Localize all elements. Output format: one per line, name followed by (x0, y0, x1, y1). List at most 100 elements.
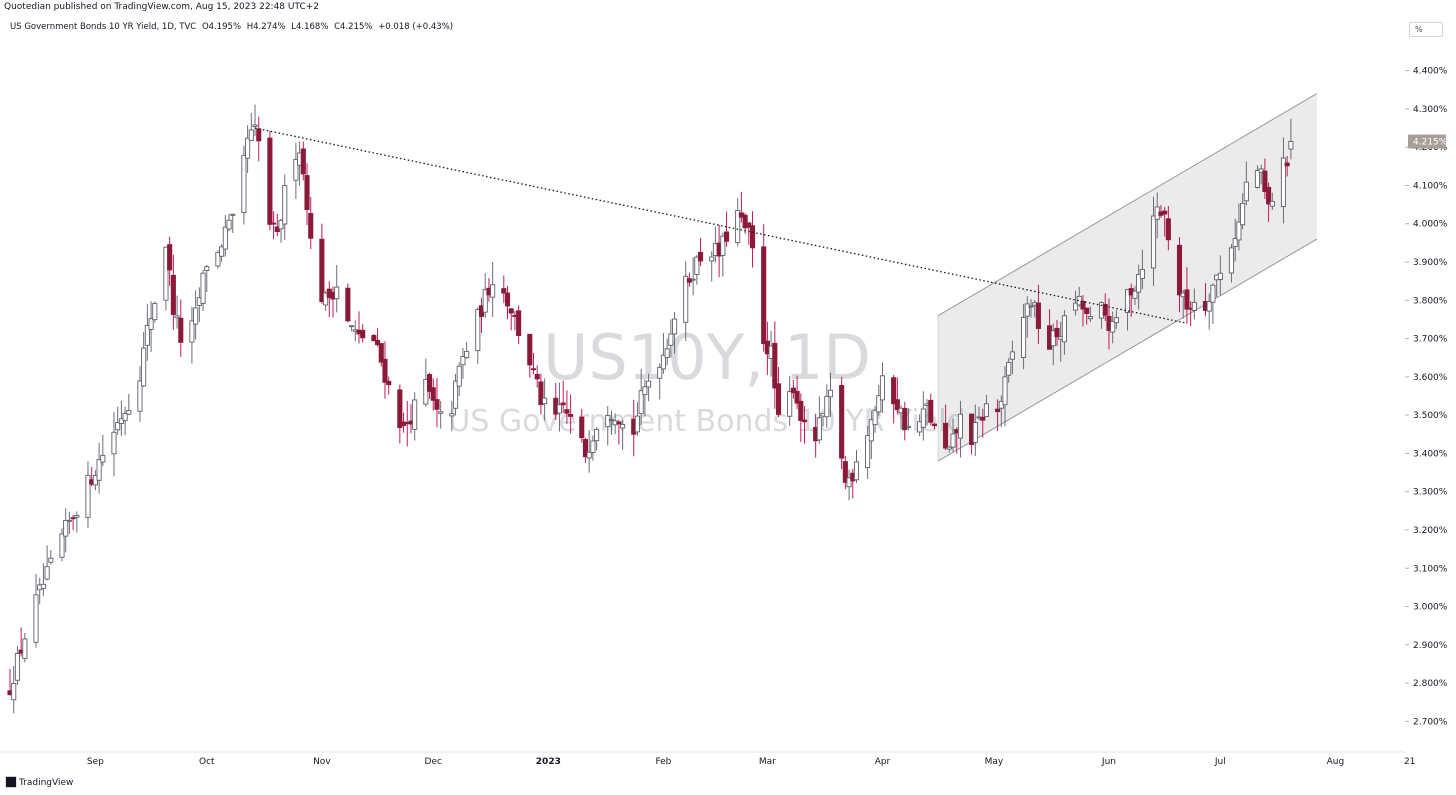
candle (178, 299, 184, 357)
candle-body (761, 246, 767, 344)
unit-toggle-button[interactable]: % (1409, 22, 1443, 37)
candle-body (746, 222, 752, 228)
candle-body (1102, 303, 1108, 316)
candle (115, 406, 121, 435)
candle (222, 215, 228, 257)
candle (790, 380, 796, 399)
candle (946, 445, 952, 453)
candle-body (1124, 288, 1131, 313)
candle (1288, 118, 1294, 160)
y-tick-label: 3.100% (1413, 564, 1448, 574)
candle (482, 273, 488, 318)
candle (865, 425, 871, 479)
candle (11, 665, 17, 714)
candle (891, 374, 897, 424)
candle-body (839, 385, 845, 459)
candle (827, 372, 834, 417)
candle-body (215, 251, 221, 267)
candle-body (475, 309, 481, 352)
y-tick-label: 3.000% (1413, 603, 1448, 613)
candle (1269, 192, 1275, 210)
candle (464, 341, 470, 359)
candle (720, 232, 726, 277)
dotted-trendline[interactable] (254, 127, 1188, 324)
candle-body (816, 417, 822, 441)
candle (995, 399, 1001, 431)
candle (1228, 244, 1235, 283)
candle-body (842, 461, 848, 483)
candle-body (226, 219, 232, 230)
candle-body (141, 347, 147, 387)
candle-body (452, 380, 459, 409)
candle (371, 333, 377, 342)
channel-upper-line[interactable] (937, 93, 1318, 317)
candle-body (14, 653, 20, 681)
candle (293, 143, 299, 200)
candle-body (1240, 202, 1246, 226)
candle-body (1080, 300, 1086, 310)
candle (230, 213, 236, 233)
candle (590, 435, 596, 461)
candle (163, 246, 169, 311)
candle-body (980, 416, 986, 421)
candle (950, 418, 956, 452)
candle (148, 301, 154, 352)
candle (85, 461, 91, 528)
candle (1084, 307, 1090, 325)
candle-body (1228, 247, 1235, 274)
candle (664, 338, 670, 366)
footer-brand: ⬛︎ TradingView (6, 777, 73, 788)
candle-body (189, 320, 195, 343)
candle-body (449, 413, 455, 417)
candle-body (853, 461, 860, 481)
legend-low: L4.168% (291, 22, 329, 32)
candle-body (267, 137, 273, 225)
y-tick-label: 4.000% (1413, 220, 1448, 230)
candle (657, 363, 663, 400)
candle-body (252, 124, 258, 127)
candle (902, 401, 908, 441)
candle-body (178, 317, 184, 343)
candle (323, 290, 329, 311)
candle (920, 391, 926, 441)
candle-body (542, 397, 548, 405)
candle-body (801, 419, 808, 423)
candle-body (174, 315, 180, 319)
candle (1254, 165, 1261, 189)
candle (1232, 218, 1238, 262)
trendline[interactable] (254, 127, 1188, 324)
candle-body (564, 409, 570, 414)
candle (96, 442, 102, 494)
candle (1139, 249, 1145, 290)
candle (508, 307, 514, 331)
candle (931, 423, 938, 430)
y-tick-label: 3.700% (1413, 335, 1448, 345)
price-axis[interactable]: 2.700% 2.800% 2.900% 3.000% 3.100% 3.200% 3.30… (1405, 67, 1448, 728)
candle-body (1021, 316, 1027, 358)
candle-body (634, 415, 640, 433)
candle (501, 275, 507, 304)
plot-area[interactable] (0, 40, 1405, 752)
candle-body (375, 339, 381, 346)
watermark-symbol: US10Y, 1D (543, 321, 871, 394)
candle-body (943, 422, 949, 449)
candle (616, 419, 622, 445)
legend-change: +0.018 (+0.43%) (378, 22, 454, 32)
candle-body (426, 374, 433, 392)
candle-body (605, 415, 611, 428)
candle (22, 632, 28, 663)
candle (248, 113, 254, 141)
candle-body (200, 272, 206, 304)
candle (449, 401, 455, 432)
candle (189, 306, 195, 364)
candle-body (683, 275, 689, 323)
y-tick-label: 3.800% (1413, 296, 1448, 306)
time-axis[interactable]: Sep Oct Nov Dec 2023 Feb Mar Apr May Jun Jul Aug 21 (87, 757, 1416, 767)
candle-body (928, 399, 934, 423)
candle-body (556, 404, 563, 414)
candle-body (1288, 140, 1294, 150)
candle-body (772, 342, 778, 389)
last-price-badge (1408, 134, 1446, 149)
candle-body (501, 288, 507, 294)
